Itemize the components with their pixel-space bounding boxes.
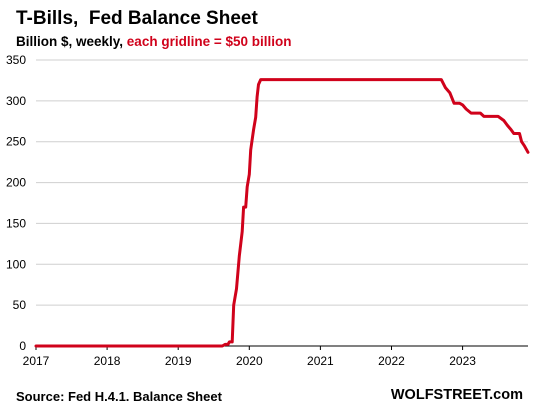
y-tick-label: 200 — [6, 176, 26, 190]
x-tick-label: 2022 — [378, 354, 405, 368]
x-tick-label: 2021 — [307, 354, 334, 368]
chart-title: T-Bills, Fed Balance Sheet — [16, 8, 258, 29]
y-tick-label: 50 — [13, 298, 27, 312]
x-tick-label: 2020 — [236, 354, 263, 368]
y-tick-label: 250 — [6, 135, 26, 149]
axes: 0 50 100 150 200 250 300 350 2017 2018 2019 2020 202… — [6, 53, 528, 368]
x-tick-label: 2018 — [94, 354, 121, 368]
y-tick-label: 300 — [6, 94, 26, 108]
subtitle-prefix: Billion $, weekly, — [16, 34, 127, 49]
series-line — [34, 78, 530, 348]
chart-subtitle: Billion $, weekly, each gridline = $50 b… — [16, 34, 291, 49]
y-tick-label: 150 — [6, 216, 26, 230]
x-tick-label: 2023 — [449, 354, 476, 368]
x-tick-label: 2019 — [165, 354, 192, 368]
brand-label: WOLFSTREET.com — [390, 387, 523, 403]
series-layer — [34, 78, 530, 348]
subtitle-highlight: each gridline = $50 billion — [126, 34, 292, 49]
x-tick-label: 2017 — [23, 354, 50, 368]
y-tick-label: 0 — [19, 339, 26, 353]
gridlines — [36, 59, 528, 306]
source-note: Source: Fed H.4.1. Balance Sheet — [16, 389, 222, 404]
y-tick-label: 100 — [6, 257, 26, 271]
y-tick-label: 350 — [6, 53, 26, 67]
